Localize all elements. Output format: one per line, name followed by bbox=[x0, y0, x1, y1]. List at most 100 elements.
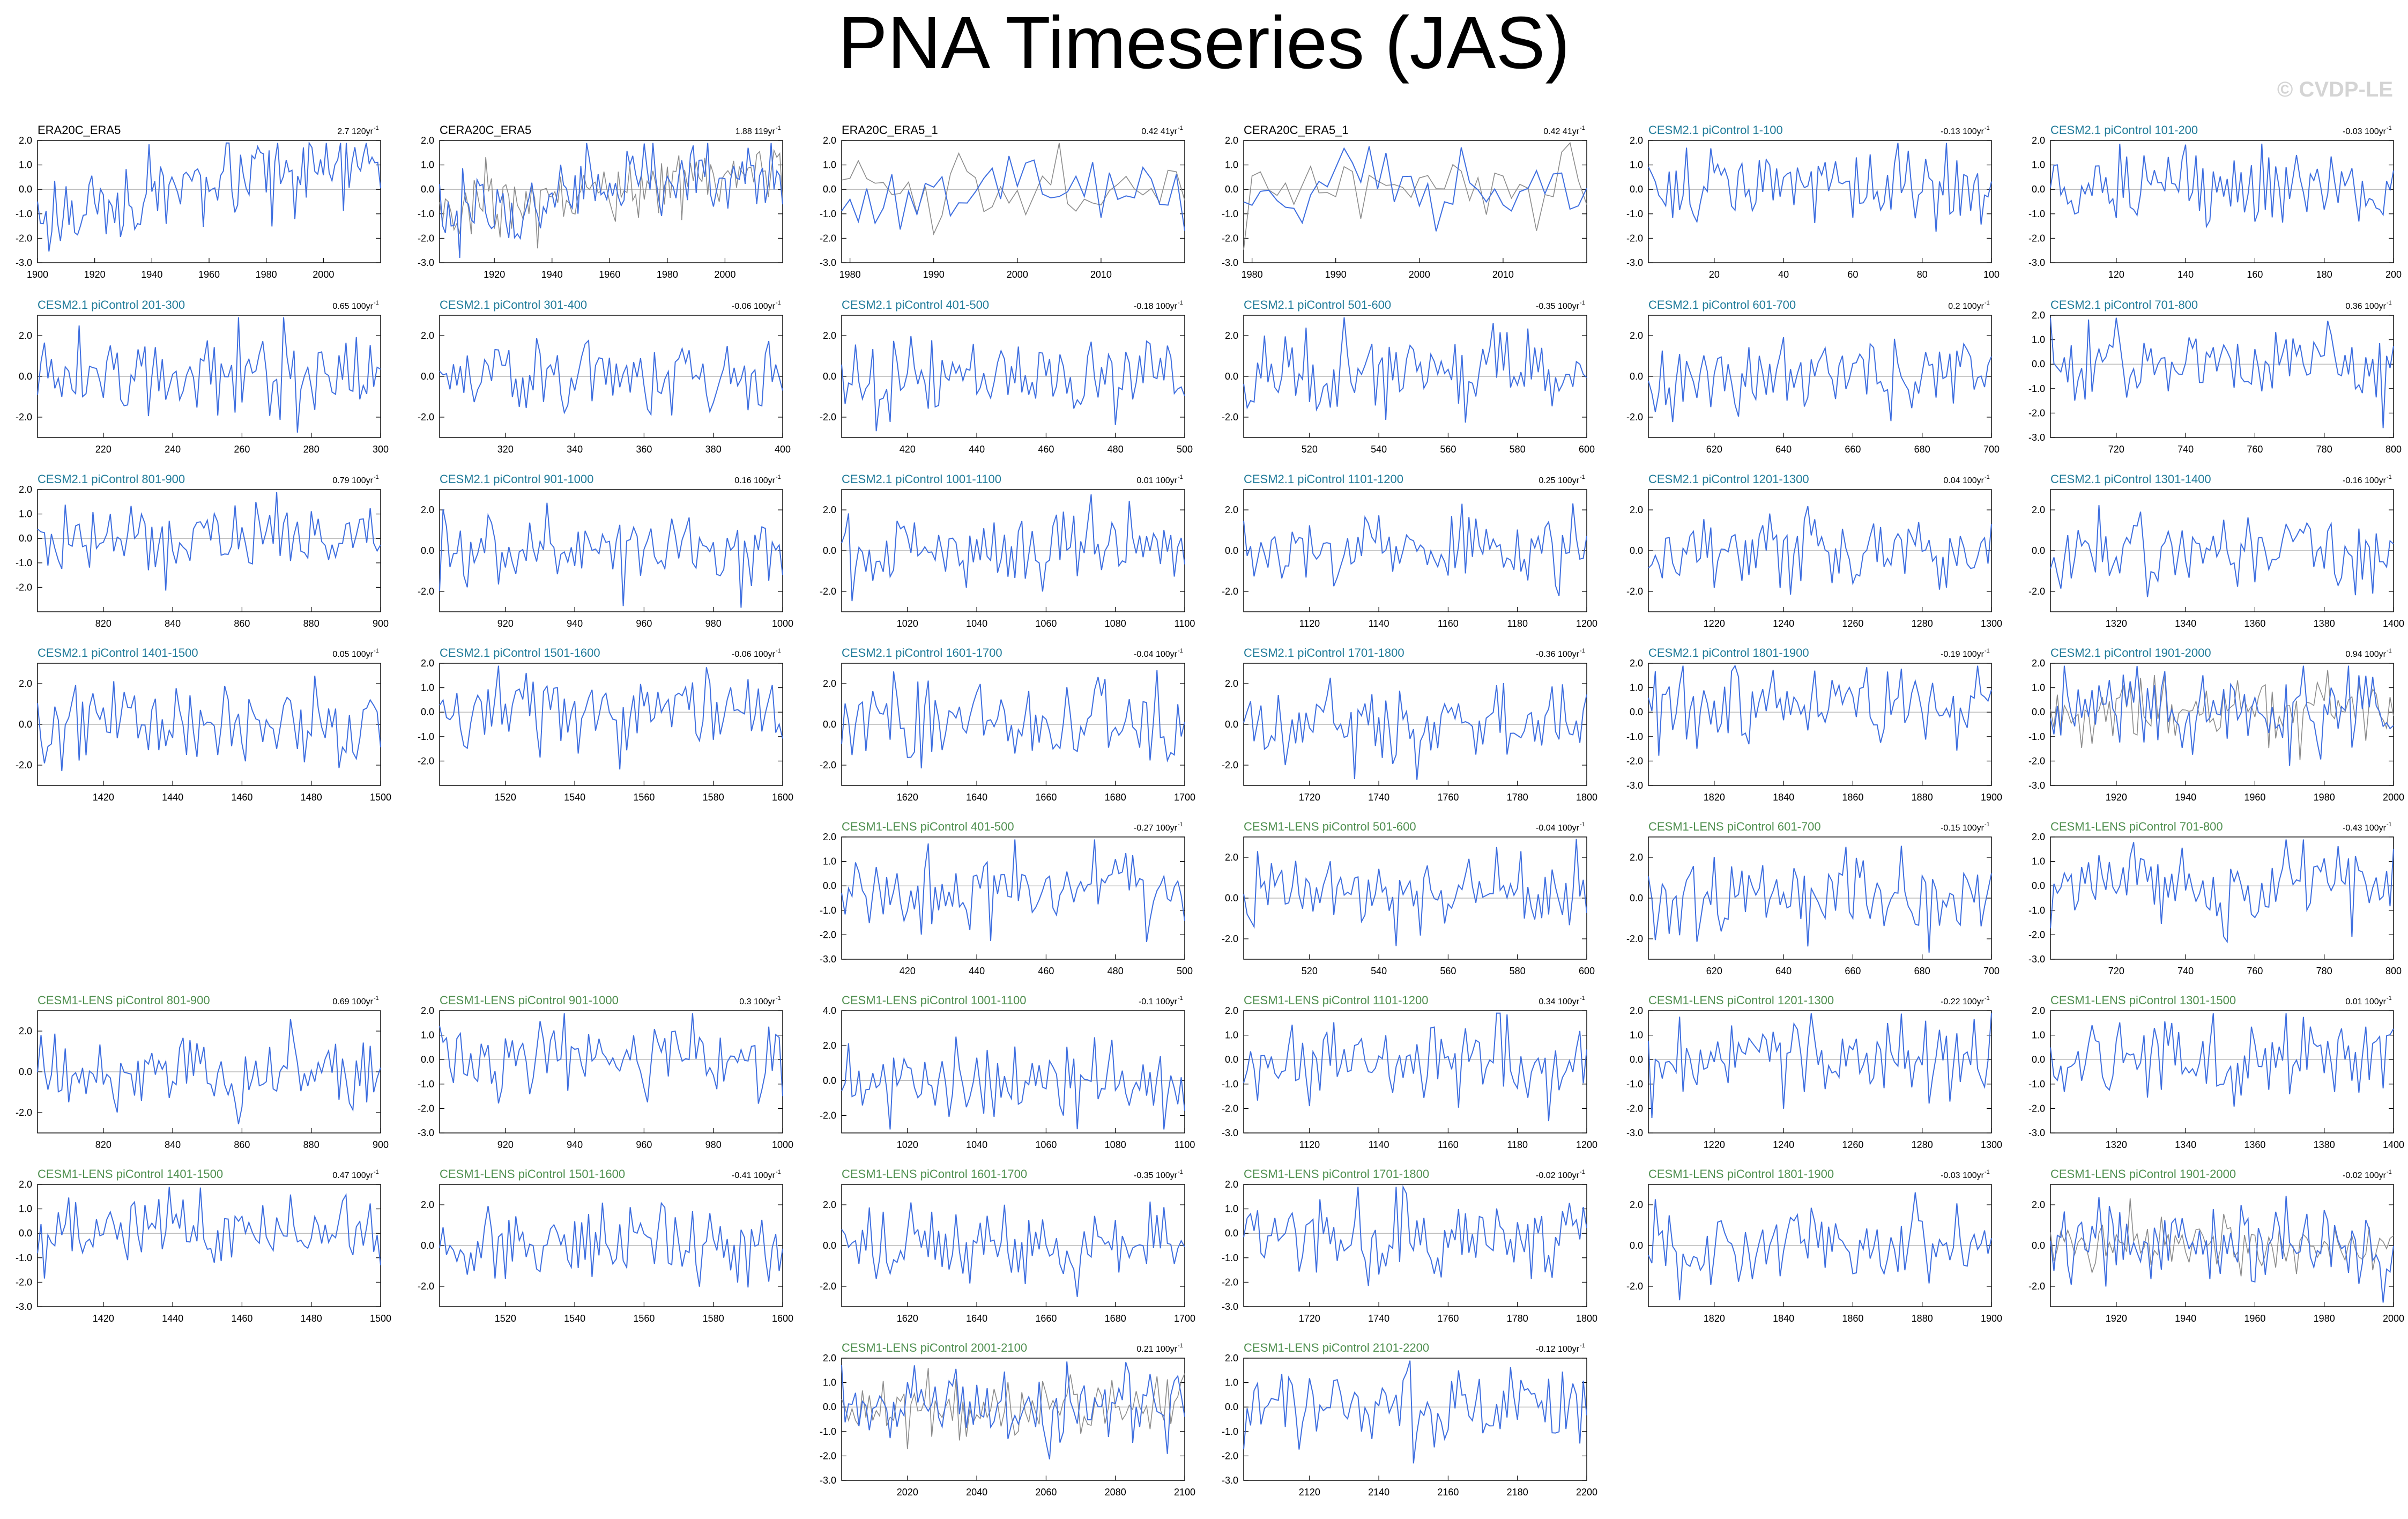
y-tick-label: 0.0 bbox=[1225, 184, 1238, 195]
x-tick-label: 880 bbox=[303, 1139, 319, 1150]
x-tick-label: 280 bbox=[303, 444, 319, 455]
x-tick-label: 1500 bbox=[370, 1313, 391, 1324]
panel-title: CESM2.1 piControl 1101-1200 bbox=[1244, 472, 1403, 486]
panel-trend: -0.04 100yr bbox=[1134, 650, 1178, 659]
x-tick-label: 1020 bbox=[897, 1139, 918, 1150]
panel-title: CESM1-LENS piControl 2001-2100 bbox=[842, 1341, 1027, 1354]
y-tick-label: 0.0 bbox=[823, 545, 836, 556]
y-tick-label: -3.0 bbox=[820, 257, 836, 268]
pna-series-line bbox=[1648, 846, 1992, 953]
x-tick-label: 860 bbox=[234, 1139, 250, 1150]
pna-series-line bbox=[1648, 664, 1992, 756]
y-tick-label: -2.0 bbox=[1626, 233, 1643, 243]
y-tick-label: 0.0 bbox=[421, 1054, 434, 1065]
y-tick-label: -1.0 bbox=[1222, 1079, 1238, 1090]
y-tick-label: -1.0 bbox=[1626, 1079, 1643, 1090]
pna-panel-36: CESM1-LENS piControl 1501-1600 -0.41 100y… bbox=[418, 1167, 793, 1324]
x-tick-label: 1000 bbox=[772, 618, 793, 629]
x-tick-label: 340 bbox=[567, 444, 583, 455]
plot-frame bbox=[37, 140, 381, 263]
y-tick-label: 2.0 bbox=[19, 330, 32, 341]
y-tick-label: 2.0 bbox=[2032, 658, 2045, 669]
y-tick-label: 1.0 bbox=[2032, 683, 2045, 693]
x-tick-label: 1240 bbox=[1773, 618, 1794, 629]
y-tick-label: -3.0 bbox=[2028, 1128, 2045, 1138]
x-tick-label: 1600 bbox=[772, 792, 793, 803]
pna-panel-35: CESM1-LENS piControl 1401-1500 0.47 100yr… bbox=[16, 1167, 391, 1324]
panel-trend-exponent: -1 bbox=[776, 648, 781, 654]
y-tick-label: -2.0 bbox=[820, 412, 836, 423]
y-tick-label: 1.0 bbox=[1225, 1204, 1238, 1214]
x-tick-label: 860 bbox=[234, 618, 250, 629]
y-tick-label: 0.0 bbox=[19, 184, 32, 195]
panel-trend-exponent: -1 bbox=[374, 300, 379, 306]
panel-trend: 0.2 100yr bbox=[1948, 302, 1984, 311]
panel-trend: 2.7 120yr bbox=[337, 127, 373, 136]
y-tick-label: -2.0 bbox=[1222, 586, 1238, 597]
x-tick-label: 1640 bbox=[966, 792, 987, 803]
panel-trend-exponent: -1 bbox=[1985, 821, 1990, 828]
panel-trend: 0.3 100yr bbox=[739, 997, 775, 1006]
y-tick-label: 0.0 bbox=[1225, 545, 1238, 556]
pna-series-line bbox=[1648, 506, 1992, 595]
y-tick-label: 2.0 bbox=[19, 1179, 32, 1190]
y-tick-label: 2.0 bbox=[421, 135, 434, 146]
x-tick-label: 1500 bbox=[370, 792, 391, 803]
panel-trend: 0.94 100yr bbox=[2345, 650, 2386, 659]
pna-series-line bbox=[1243, 839, 1587, 946]
x-tick-label: 1400 bbox=[2383, 618, 2404, 629]
pna-series-line bbox=[2050, 143, 2394, 229]
x-tick-label: 1180 bbox=[1507, 1139, 1528, 1150]
y-tick-label: 2.0 bbox=[2032, 832, 2045, 842]
y-tick-label: 2.0 bbox=[1225, 505, 1238, 515]
x-tick-label: 1540 bbox=[564, 1313, 585, 1324]
x-tick-label: 2180 bbox=[1507, 1487, 1528, 1498]
panel-trend-exponent: -1 bbox=[2387, 300, 2392, 306]
x-tick-label: 640 bbox=[1775, 966, 1792, 976]
y-tick-label: 0.0 bbox=[2032, 707, 2045, 717]
panel-trend-exponent: -1 bbox=[374, 474, 379, 480]
x-tick-label: 160 bbox=[2247, 269, 2263, 280]
pna-panel-19: CESM2.1 piControl 1401-1500 0.05 100yr -1 -… bbox=[16, 646, 391, 803]
x-tick-label: 1980 bbox=[657, 269, 678, 280]
y-tick-label: 0.0 bbox=[2032, 359, 2045, 369]
x-tick-label: 1820 bbox=[1704, 1313, 1725, 1324]
pna-panel-6: CESM2.1 piControl 101-200 -0.03 100yr -1 -3… bbox=[2028, 123, 2402, 280]
y-tick-label: 0.0 bbox=[421, 707, 434, 717]
pna-series-line bbox=[1243, 146, 1587, 232]
y-tick-label: -2.0 bbox=[1222, 760, 1238, 770]
y-tick-label: -1.0 bbox=[16, 1253, 32, 1263]
plot-frame bbox=[439, 140, 783, 263]
pna-panel-34: CESM1-LENS piControl 1301-1500 0.01 100yr… bbox=[2028, 994, 2404, 1150]
panel-trend: -0.22 100yr bbox=[1941, 997, 1985, 1006]
y-tick-label: -2.0 bbox=[1626, 755, 1643, 766]
y-tick-label: 0.0 bbox=[1225, 371, 1238, 382]
panel-trend: 0.47 100yr bbox=[332, 1171, 373, 1180]
y-tick-label: 1.0 bbox=[823, 160, 836, 171]
x-tick-label: 1800 bbox=[1576, 792, 1597, 803]
panel-title: CESM1-LENS piControl 901-1000 bbox=[440, 994, 619, 1007]
pna-panel-31: CESM1-LENS piControl 1001-1100 -0.1 100yr… bbox=[820, 994, 1195, 1150]
x-tick-label: 680 bbox=[1914, 444, 1930, 455]
y-tick-label: -3.0 bbox=[2028, 780, 2045, 791]
pna-panel-21: CESM2.1 piControl 1601-1700 -0.04 100yr -1… bbox=[820, 646, 1195, 803]
panel-title: CESM1-LENS piControl 1801-1900 bbox=[1648, 1167, 1834, 1181]
x-tick-label: 1800 bbox=[1576, 1313, 1597, 1324]
x-tick-label: 400 bbox=[775, 444, 791, 455]
panel-trend-exponent: -1 bbox=[374, 125, 379, 131]
x-tick-label: 1260 bbox=[1842, 618, 1863, 629]
x-tick-label: 2040 bbox=[966, 1487, 987, 1498]
y-tick-label: 0.0 bbox=[1630, 707, 1643, 717]
x-tick-label: 1820 bbox=[1704, 792, 1725, 803]
pna-panel-11: CESM2.1 piControl 601-700 0.2 100yr -1 -2.0… bbox=[1626, 298, 2000, 455]
x-tick-label: 1990 bbox=[1325, 269, 1347, 280]
panel-title: CESM1-LENS piControl 601-700 bbox=[1648, 820, 1821, 833]
x-tick-label: 1720 bbox=[1299, 792, 1320, 803]
y-tick-label: -1.0 bbox=[1222, 209, 1238, 219]
panel-trend: -0.18 100yr bbox=[1134, 302, 1178, 311]
x-tick-label: 2060 bbox=[1035, 1487, 1057, 1498]
y-tick-label: 2.0 bbox=[1630, 852, 1643, 863]
x-tick-label: 440 bbox=[969, 966, 985, 976]
x-tick-label: 260 bbox=[234, 444, 250, 455]
